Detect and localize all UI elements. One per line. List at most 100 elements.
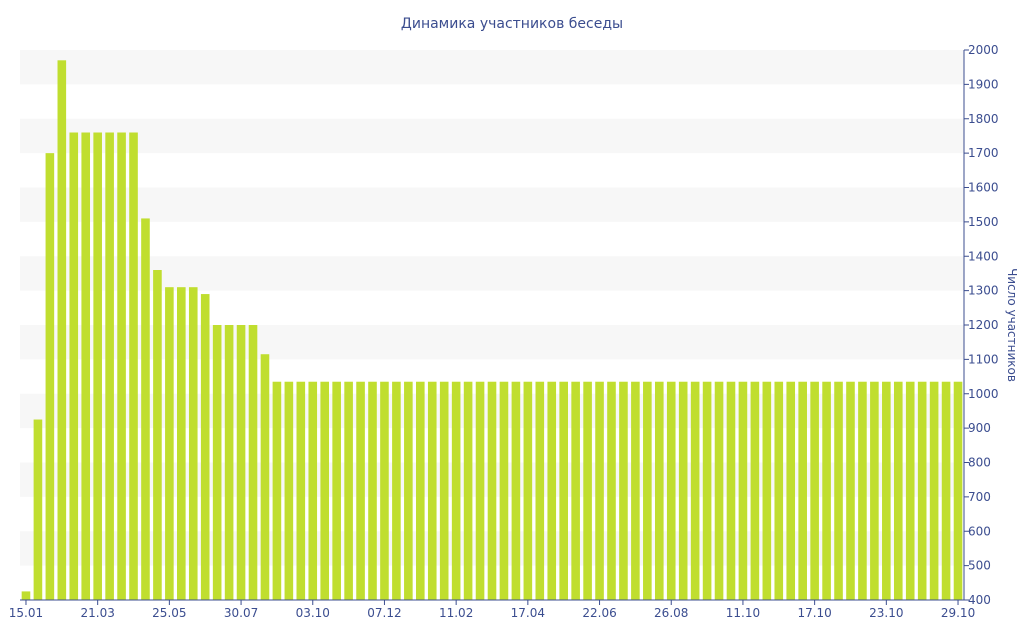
bar (631, 381, 640, 600)
bar (188, 287, 198, 600)
bar (153, 270, 162, 600)
bar (451, 381, 461, 600)
bar (846, 381, 855, 600)
bar (499, 381, 509, 600)
grid-band (20, 256, 964, 291)
bar (57, 60, 67, 601)
x-tick-label: 29.10 (941, 606, 975, 620)
bar (678, 381, 688, 600)
y-tick-label: 900 (968, 421, 991, 435)
bar (81, 132, 91, 600)
bar (200, 294, 210, 600)
bar (356, 381, 365, 600)
bar (332, 381, 341, 600)
x-tick-label: 21.03 (80, 606, 114, 620)
y-tick-label: 1600 (968, 181, 999, 195)
x-tick-label: 07.12 (367, 606, 401, 620)
y-tick-label: 800 (968, 456, 991, 470)
bar (834, 381, 843, 600)
bar (917, 381, 927, 600)
y-tick-label: 2000 (968, 43, 999, 57)
y-tick-label: 400 (968, 593, 991, 607)
bar (368, 381, 377, 600)
bar (33, 419, 43, 600)
bar (643, 381, 652, 600)
bar (439, 381, 449, 600)
bar (248, 325, 258, 600)
bar (93, 132, 102, 600)
y-axis-label: Число участников (1005, 268, 1019, 382)
y-tick-label: 1800 (968, 112, 999, 126)
x-ticks: 15.01 21.03 25.05 30.07 03.10 07.12 11.02 17.04… (9, 600, 975, 620)
bar (224, 325, 234, 600)
bar (392, 381, 401, 600)
x-tick-label: 22.06 (582, 606, 616, 620)
x-tick-label: 11.10 (726, 606, 760, 620)
chart-title: Динамика участников беседы (401, 16, 623, 32)
x-tick-label: 30.07 (224, 606, 258, 620)
bar (726, 381, 736, 600)
bar (177, 287, 186, 600)
bar (607, 381, 616, 600)
bar (320, 381, 330, 600)
bar (750, 381, 760, 600)
bar (463, 381, 473, 600)
bar (774, 381, 784, 600)
bar (870, 381, 879, 600)
bar (296, 381, 306, 600)
bar (427, 381, 437, 600)
bar (380, 381, 389, 600)
bar (475, 381, 485, 600)
bar (798, 381, 807, 600)
bar (905, 381, 915, 600)
y-tick-label: 600 (968, 524, 991, 538)
bar (714, 381, 724, 600)
y-tick-label: 1500 (968, 215, 999, 229)
bar (236, 325, 246, 600)
x-tick-label: 11.02 (439, 606, 473, 620)
grid-band (20, 50, 964, 85)
bar (117, 132, 126, 600)
bar (165, 287, 174, 600)
x-tick-label: 26.08 (654, 606, 688, 620)
x-tick-label: 23.10 (869, 606, 903, 620)
grid-band (20, 118, 964, 154)
bar (941, 381, 951, 600)
bar (702, 381, 712, 600)
grid-band (20, 187, 964, 222)
bar (141, 218, 150, 600)
bar (882, 381, 891, 600)
bar (212, 325, 222, 600)
bar (738, 381, 748, 600)
bar (272, 381, 282, 600)
bar (953, 381, 963, 600)
bar (21, 591, 31, 600)
bar (762, 381, 772, 600)
bar (690, 381, 700, 600)
y-tick-label: 1300 (968, 284, 999, 298)
y-tick-label: 1200 (968, 318, 999, 332)
bar (45, 153, 55, 601)
bar (654, 381, 664, 600)
y-tick-label: 700 (968, 490, 991, 504)
y-tick-label: 500 (968, 559, 991, 573)
bar (547, 381, 557, 600)
bar (308, 381, 318, 600)
bar (260, 354, 270, 600)
bar (284, 381, 294, 600)
bar (810, 381, 819, 600)
y-tick-label: 1900 (968, 77, 999, 91)
bar (571, 381, 580, 600)
bar (822, 381, 831, 600)
x-tick-label: 25.05 (152, 606, 186, 620)
y-tick-label: 1100 (968, 352, 999, 366)
x-tick-label: 17.10 (797, 606, 831, 620)
bar (619, 381, 628, 600)
bar (344, 381, 353, 600)
bars-group (21, 60, 963, 601)
y-tick-label: 1000 (968, 387, 999, 401)
bar (416, 381, 425, 600)
bar (487, 381, 497, 600)
x-tick-label: 17.04 (511, 606, 545, 620)
